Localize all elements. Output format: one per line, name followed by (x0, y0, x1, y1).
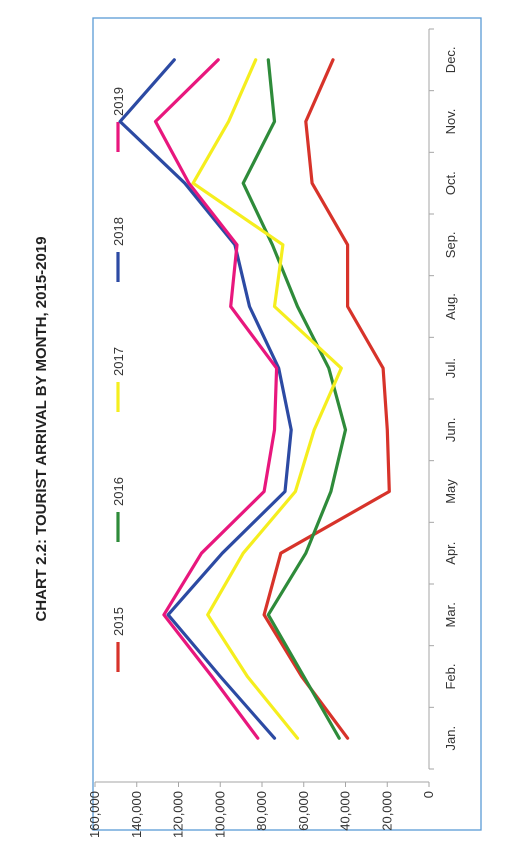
series-line-2015 (262, 58, 391, 740)
x-tick-label: Nov. (443, 109, 458, 135)
y-tick-label: 80,000 (254, 791, 269, 831)
y-tick-label: 160,000 (87, 791, 102, 838)
y-tick-label: 20,000 (379, 791, 394, 831)
x-tick-label: Jan. (443, 726, 458, 751)
series-line-2018 (118, 58, 293, 740)
y-tick-label: 60,000 (296, 791, 311, 831)
axes: 0 20,000 40,000 60,000 80,000 100,000 120,000 1… (87, 28, 458, 838)
series-line-2017 (191, 58, 343, 740)
x-tick-label: Jun. (443, 418, 458, 443)
x-tick-label: Mar. (443, 602, 458, 627)
legend-label-2016: 2016 (111, 477, 126, 506)
legend-label-2015: 2015 (111, 607, 126, 636)
plot-area (118, 58, 391, 740)
x-tick-label: Aug. (443, 293, 458, 320)
legend-label-2019: 2019 (111, 87, 126, 116)
y-tick-label: 0 (421, 791, 436, 798)
x-tick-label: Oct. (443, 171, 458, 195)
x-tick-label: Feb. (443, 663, 458, 689)
y-tick-label: 120,000 (171, 791, 186, 838)
y-tick-label: 100,000 (212, 791, 227, 838)
x-tick-label: May (443, 479, 458, 504)
legend: 2015 2016 2017 2018 2019 (111, 87, 126, 672)
legend-label-2018: 2018 (111, 217, 126, 246)
chart-title: CHART 2.2: TOURIST ARRIVAL BY MONTH, 201… (33, 236, 50, 621)
y-tick-label: 140,000 (129, 791, 144, 838)
x-tick-label: Sep. (443, 231, 458, 258)
series-line-2016 (241, 58, 348, 740)
chart-border (92, 17, 482, 831)
legend-label-2017: 2017 (111, 347, 126, 376)
series-line-2019 (153, 58, 279, 740)
x-tick-label: Apr. (443, 542, 458, 565)
x-tick-label: Dec. (443, 46, 458, 73)
x-tick-label: Jul. (443, 358, 458, 378)
y-tick-label: 40,000 (338, 791, 353, 831)
